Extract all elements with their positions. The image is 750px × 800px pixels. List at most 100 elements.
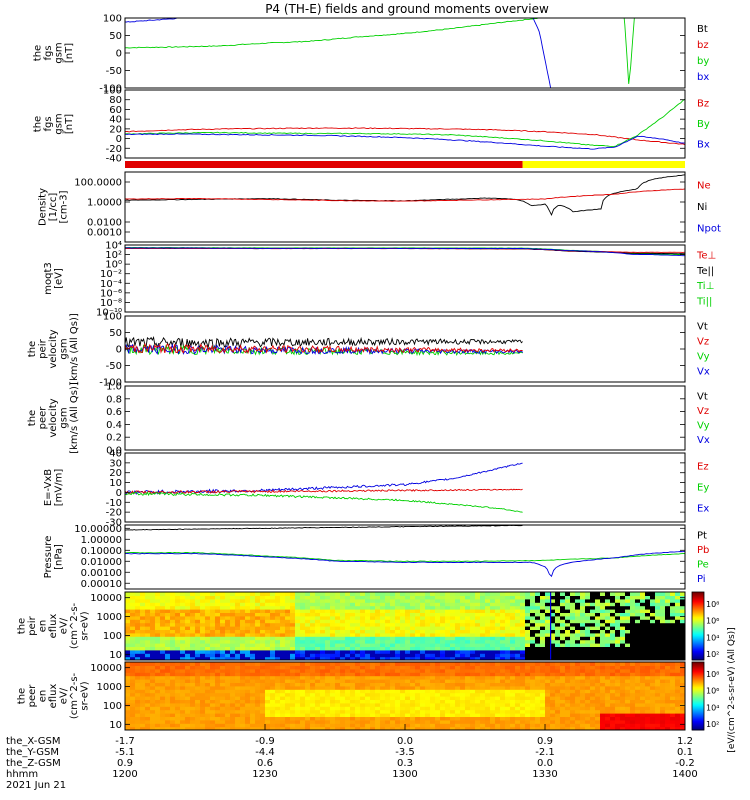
heatmap-cell bbox=[635, 672, 641, 677]
heatmap-cell bbox=[160, 605, 166, 610]
heatmap-cell bbox=[435, 679, 441, 683]
heatmap-cell bbox=[185, 649, 191, 654]
heatmap-cell bbox=[680, 689, 685, 694]
heatmap-cell bbox=[550, 609, 556, 613]
heatmap-cell bbox=[265, 668, 271, 673]
heatmap-cell bbox=[645, 592, 651, 596]
heatmap-cell bbox=[605, 702, 611, 707]
heatmap-cell bbox=[175, 626, 181, 630]
heatmap-cell bbox=[425, 719, 431, 724]
heatmap-cell bbox=[510, 719, 516, 724]
heatmap-cell bbox=[360, 632, 366, 637]
heatmap-cell bbox=[645, 622, 651, 627]
heatmap-cell bbox=[515, 626, 521, 630]
heatmap-cell bbox=[480, 605, 486, 610]
heatmap-cell bbox=[515, 689, 521, 694]
heatmap-cell bbox=[220, 726, 226, 730]
legend-entry: Pi bbox=[697, 574, 706, 585]
heatmap-cell bbox=[385, 646, 391, 651]
heatmap-cell bbox=[565, 646, 571, 651]
heatmap-cell bbox=[280, 619, 286, 624]
heatmap-cell bbox=[435, 706, 441, 711]
heatmap-cell bbox=[425, 649, 431, 654]
heatmap-cell bbox=[530, 709, 536, 714]
heatmap-cell bbox=[165, 679, 171, 683]
heatmap-cell bbox=[215, 629, 221, 634]
heatmap-cell bbox=[500, 665, 506, 670]
heatmap-cell bbox=[645, 702, 651, 707]
heatmap-cell bbox=[380, 716, 386, 721]
heatmap-cell bbox=[250, 626, 256, 630]
heatmap-cell bbox=[455, 602, 461, 607]
heatmap-cell bbox=[440, 716, 446, 721]
heatmap-cell bbox=[600, 595, 606, 600]
y-tick-label: 1000 bbox=[97, 682, 122, 693]
heatmap-cell bbox=[670, 619, 676, 624]
heatmap-cell bbox=[370, 716, 376, 721]
heatmap-cell bbox=[540, 702, 546, 707]
colorbar-cell bbox=[692, 676, 704, 679]
heatmap-cell bbox=[255, 682, 261, 687]
series-line-Ey bbox=[125, 491, 523, 513]
heatmap-cell bbox=[135, 682, 141, 687]
heatmap-cell bbox=[265, 619, 271, 624]
heatmap-cell bbox=[320, 632, 326, 637]
heatmap-cell bbox=[345, 643, 351, 647]
heatmap-cell bbox=[490, 632, 496, 637]
heatmap-cell bbox=[545, 696, 551, 700]
heatmap-cell bbox=[670, 675, 676, 680]
heatmap-cell bbox=[145, 692, 151, 697]
heatmap-cell bbox=[235, 713, 241, 717]
heatmap-cell bbox=[660, 679, 666, 683]
heatmap-cell bbox=[460, 685, 466, 690]
heatmap-cell bbox=[195, 598, 201, 603]
heatmap-cell bbox=[640, 665, 646, 670]
heatmap-cell bbox=[655, 592, 661, 596]
heatmap-cell bbox=[245, 689, 251, 694]
heatmap-cell bbox=[635, 665, 641, 670]
heatmap-cell bbox=[530, 602, 536, 607]
heatmap-cell bbox=[450, 706, 456, 711]
heatmap-cell bbox=[410, 653, 416, 658]
heatmap-cell bbox=[645, 602, 651, 607]
heatmap-cell bbox=[270, 675, 276, 680]
heatmap-cell bbox=[540, 699, 546, 704]
heatmap-cell bbox=[320, 605, 326, 610]
heatmap-cell bbox=[295, 609, 301, 613]
heatmap-cell bbox=[235, 643, 241, 647]
heatmap-cell bbox=[465, 726, 471, 730]
heatmap-cell bbox=[510, 629, 516, 634]
heatmap-cell bbox=[385, 592, 391, 596]
heatmap-cell bbox=[575, 609, 581, 613]
heatmap-cell bbox=[665, 726, 671, 730]
heatmap-cell bbox=[460, 653, 466, 658]
legend-entry: Bz bbox=[697, 98, 709, 109]
axis-row-label: hhmm bbox=[6, 769, 38, 780]
heatmap-cell bbox=[405, 629, 411, 634]
heatmap-cell bbox=[655, 612, 661, 617]
heatmap-cell bbox=[290, 602, 296, 607]
heatmap-cell bbox=[500, 716, 506, 721]
heatmap-cell bbox=[420, 653, 426, 658]
heatmap-cell bbox=[135, 622, 141, 627]
heatmap-cell bbox=[430, 675, 436, 680]
heatmap-cell bbox=[180, 619, 186, 624]
heatmap-cell bbox=[330, 685, 336, 690]
heatmap-cell bbox=[475, 629, 481, 634]
heatmap-cell bbox=[395, 726, 401, 730]
heatmap-cell bbox=[650, 702, 656, 707]
heatmap-cell bbox=[605, 622, 611, 627]
heatmap-cell bbox=[270, 689, 276, 694]
heatmap-cell bbox=[355, 632, 361, 637]
heatmap-cell bbox=[305, 719, 311, 724]
heatmap-cell bbox=[290, 679, 296, 683]
heatmap-cell bbox=[670, 653, 676, 658]
heatmap-cell bbox=[425, 595, 431, 600]
heatmap-cell bbox=[305, 709, 311, 714]
heatmap-cell bbox=[340, 662, 346, 666]
heatmap-cell bbox=[220, 699, 226, 704]
heatmap-cell bbox=[305, 685, 311, 690]
heatmap-cell bbox=[380, 595, 386, 600]
heatmap-cell bbox=[290, 689, 296, 694]
